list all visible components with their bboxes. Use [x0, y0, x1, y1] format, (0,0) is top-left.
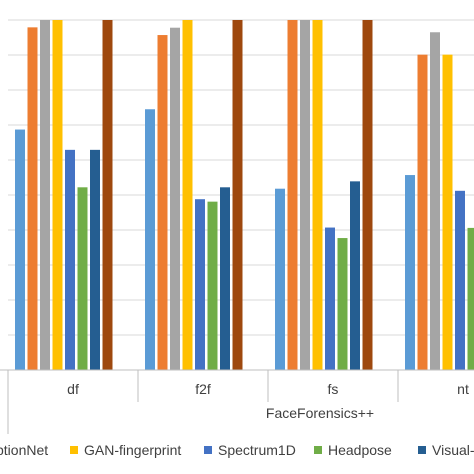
bar [102, 20, 113, 370]
bar [157, 35, 168, 371]
bar [325, 227, 335, 370]
bar [52, 20, 63, 370]
x-tick-label: f2f [195, 381, 211, 397]
bar [232, 20, 243, 370]
bar [15, 129, 25, 370]
bars [15, 20, 474, 371]
bar [337, 238, 348, 370]
legend-label: Headpose [328, 442, 392, 458]
bar [170, 27, 180, 370]
bar [442, 54, 453, 371]
bar [405, 175, 415, 370]
legend-item: GAN-fingerprint [70, 442, 181, 458]
bar [312, 20, 323, 370]
bar [350, 181, 360, 370]
bar [65, 149, 75, 370]
x-axis: df f2f fs nt [0, 369, 474, 434]
bar [300, 20, 310, 370]
bar [287, 20, 298, 370]
bar [430, 32, 440, 370]
bar [455, 190, 465, 370]
legend-label: GAN-fingerprint [84, 442, 181, 458]
bar [27, 27, 38, 370]
bar [145, 109, 155, 370]
legend-label: Visual- [432, 442, 474, 458]
legend-label: Spectrum1D [218, 442, 296, 458]
bar [40, 20, 50, 370]
x-tick-label: df [67, 381, 79, 397]
bar [417, 54, 428, 371]
bar [182, 20, 193, 370]
bar [220, 187, 230, 370]
legend-swatch [418, 446, 426, 454]
legend-swatch [314, 446, 322, 454]
x-group-label: FaceForensics++ [266, 405, 374, 421]
legend-item: Spectrum1D [204, 442, 296, 458]
bar [362, 20, 373, 370]
legend-label: ptionNet [0, 442, 48, 458]
x-tick-label: nt [457, 381, 469, 397]
legend-item: Headpose [314, 442, 392, 458]
bar [195, 199, 205, 370]
x-tick-label: fs [328, 381, 339, 397]
bar [90, 149, 100, 370]
bar [467, 227, 474, 370]
legend-item: Visual- [418, 442, 474, 458]
legend-item: ptionNet [0, 442, 48, 458]
bar [275, 188, 285, 370]
bar [77, 187, 88, 370]
legend-swatch [204, 446, 212, 454]
legend: ptionNet GAN-fingerprint Spectrum1D Headpos… [0, 442, 474, 458]
bar [207, 201, 218, 370]
legend-swatch [70, 446, 78, 454]
